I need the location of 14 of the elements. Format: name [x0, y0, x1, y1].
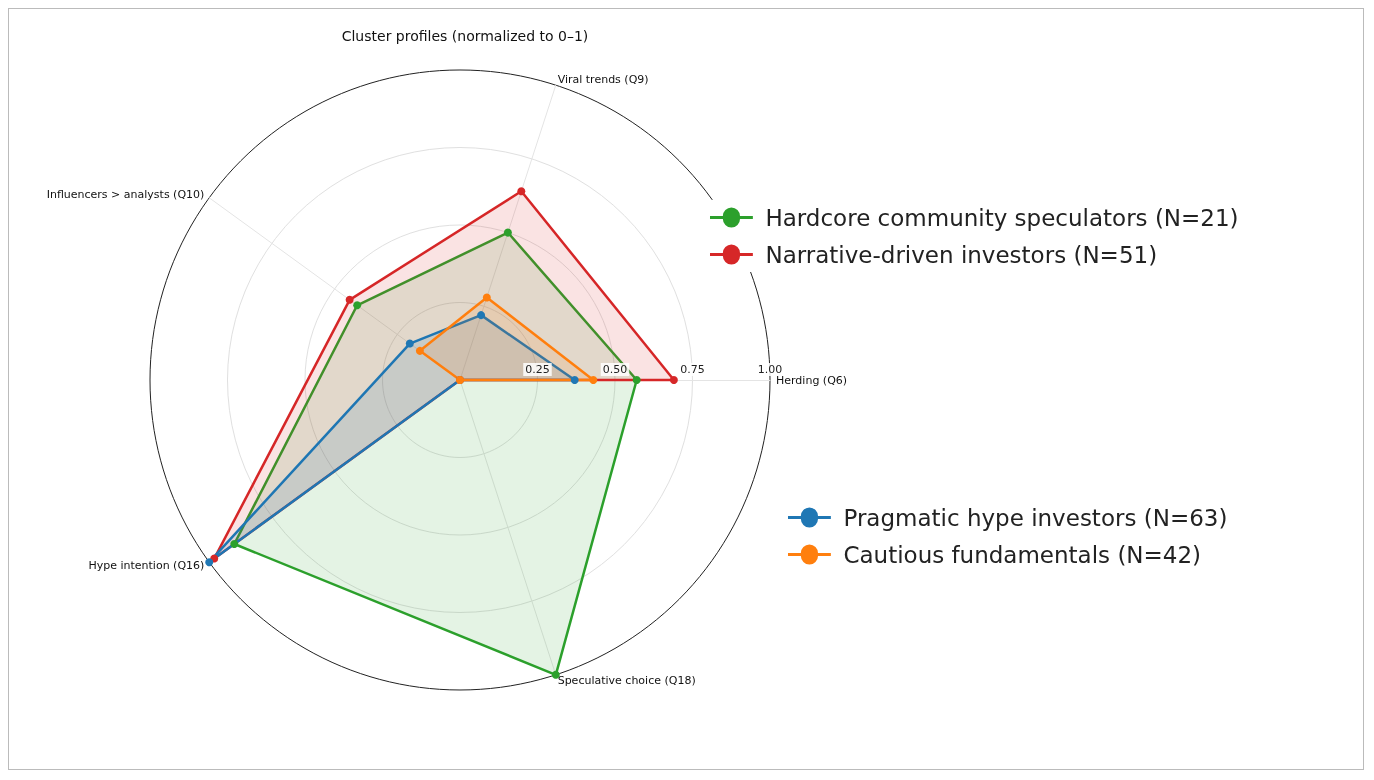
spoke-label: Speculative choice (Q18): [557, 674, 696, 688]
y-tick-label: 0.75: [680, 363, 705, 376]
y-tick-label: 1.00: [757, 363, 783, 376]
spoke-label: Herding (Q6): [776, 373, 848, 387]
spoke-label: Hype intention (Q16): [88, 559, 205, 573]
legend-label: Pragmatic hype investors (N=63): [843, 504, 1228, 531]
chart-title: Cluster profiles (normalized to 0–1): [341, 28, 589, 44]
y-tick-label: 0.25: [525, 363, 550, 376]
y-tick-label: 0.50: [602, 363, 628, 376]
legend-label: Cautious fundamentals (N=42): [843, 541, 1202, 568]
spoke-label: Influencers > analysts (Q10): [46, 187, 205, 201]
legend-label: Narrative-driven investors (N=51): [765, 241, 1158, 268]
spoke-label: Viral trends (Q9): [557, 72, 649, 86]
legend-label: Hardcore community speculators (N=21): [765, 204, 1239, 231]
